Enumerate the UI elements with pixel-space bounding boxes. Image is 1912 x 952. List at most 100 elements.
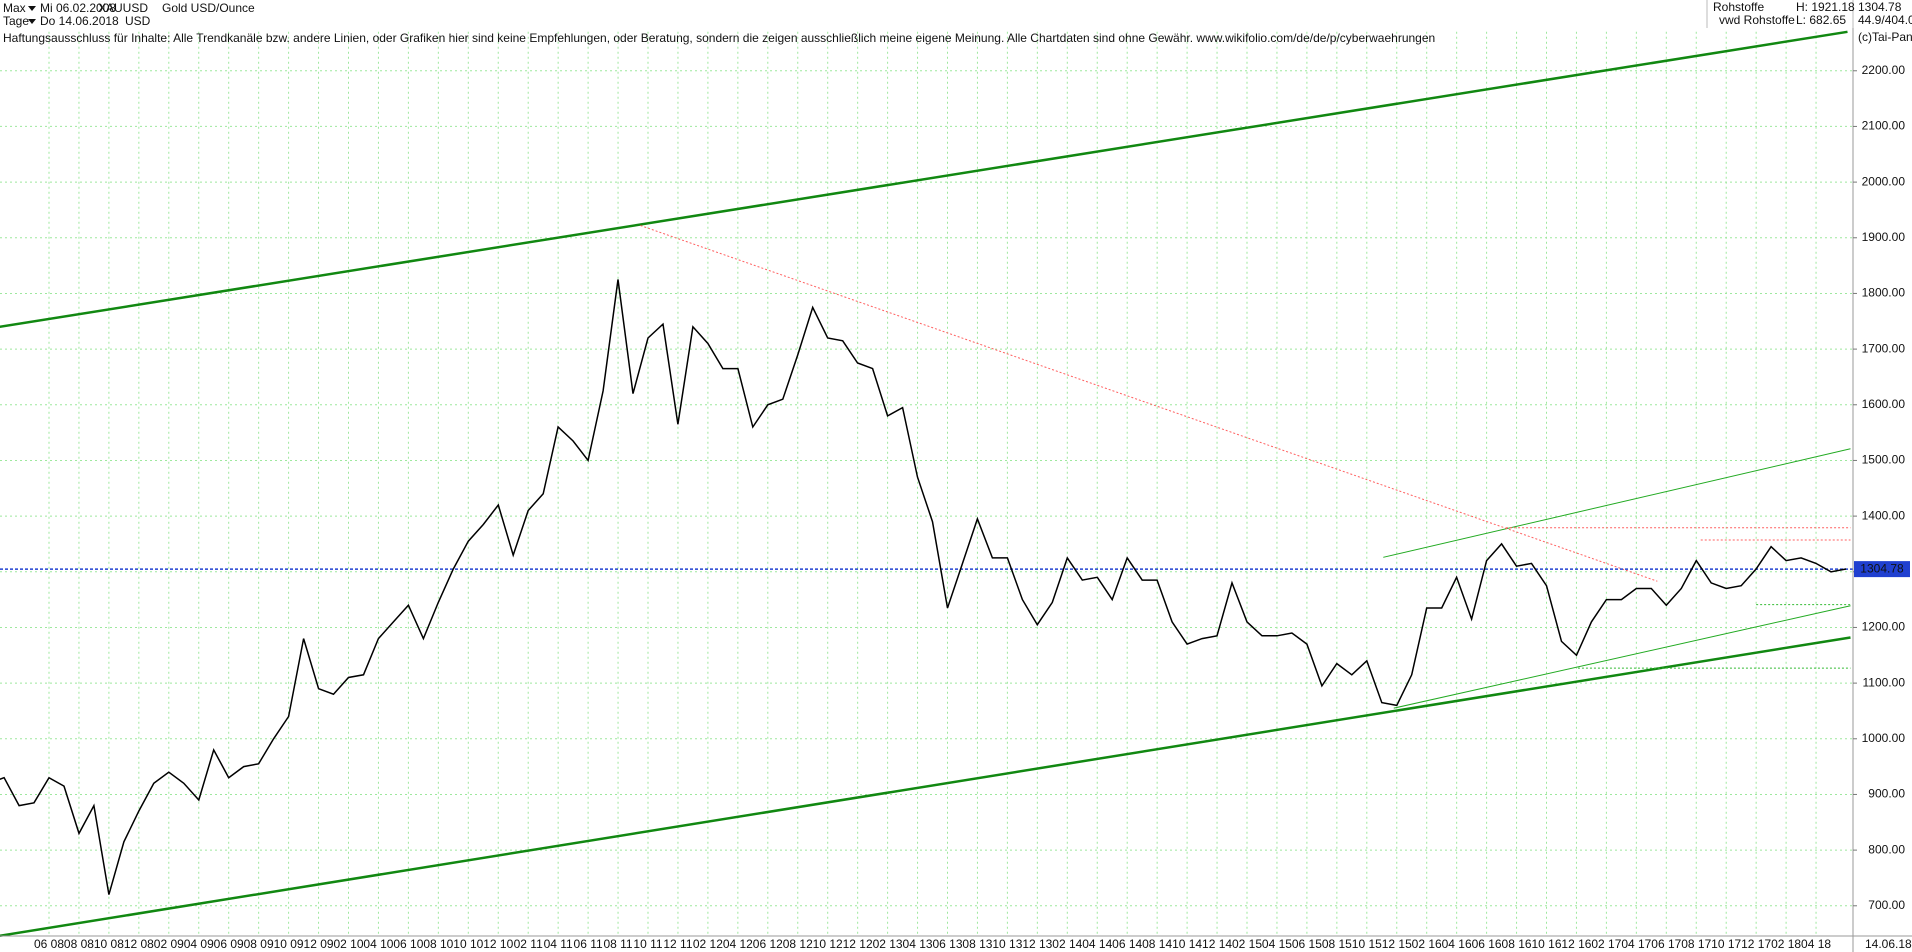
x-tick-label: 10 13	[992, 937, 1022, 951]
x-tick-label: 02 11	[514, 937, 543, 951]
x-tick-label: 02 09	[154, 937, 184, 951]
x-tick-label: 12 13	[1022, 937, 1052, 951]
price-line	[0, 279, 1847, 895]
x-tick-label: 08 12	[783, 937, 813, 951]
x-tick-label: 04 16	[1442, 937, 1472, 951]
x-tick-label: 08 16	[1502, 937, 1532, 951]
x-tick-label: 04 15	[1262, 937, 1292, 951]
x-tick-label: 02 16	[1412, 937, 1442, 951]
x-tick-label: 12 17	[1741, 937, 1771, 951]
y-tick-label: 800.00	[1868, 842, 1905, 856]
y-tick-label: 1500.00	[1862, 453, 1906, 467]
x-tick-label: 06 12	[753, 937, 783, 951]
x-tick-label: 10 09	[274, 937, 304, 951]
x-tick-label: 08 17	[1681, 937, 1711, 951]
instrument-name: Gold USD/Ounce	[162, 1, 255, 15]
x-tick-label: 04 18	[1801, 937, 1831, 951]
x-tick-label: 04 14	[1082, 937, 1112, 951]
x-tick-label: 08 15	[1322, 937, 1352, 951]
x-tick-label: 08 08	[64, 937, 94, 951]
x-tick-label: 08 14	[1142, 937, 1172, 951]
x-tick-label: 10 15	[1352, 937, 1382, 951]
ratio: 44.9/404.0	[1858, 13, 1912, 27]
y-tick-label: 900.00	[1868, 787, 1905, 801]
x-tick-label: 12 12	[843, 937, 873, 951]
x-tick-label: 02 17	[1591, 937, 1621, 951]
copyright: (c)Tai-Pan	[1858, 30, 1912, 44]
x-tick-label: 06 17	[1651, 937, 1681, 951]
last-price-label: 1304.78	[1860, 561, 1904, 575]
currency: USD	[125, 14, 151, 28]
y-tick-label: 1200.00	[1862, 620, 1906, 634]
trend-line	[1383, 448, 1851, 558]
x-tick-label: 12 15	[1382, 937, 1412, 951]
y-tick-label: 1400.00	[1862, 508, 1906, 522]
y-tick-label: 1600.00	[1862, 397, 1906, 411]
start-date: Mi 06.02.2008	[40, 1, 116, 15]
x-tick-label: 10 11	[633, 937, 662, 951]
y-tick-label: 1900.00	[1862, 230, 1906, 244]
period[interactable]: Tage	[3, 14, 29, 28]
x-tick-label: 02 12	[693, 937, 723, 951]
dropdown-icon[interactable]	[28, 19, 36, 24]
market: Rohstoffe	[1713, 0, 1764, 14]
y-tick-label: 2200.00	[1862, 63, 1906, 77]
x-tick-label: 04 13	[903, 937, 933, 951]
high: H: 1921.18	[1796, 0, 1855, 14]
trend-line	[1393, 605, 1851, 709]
end-date: Do 14.06.2018	[40, 14, 119, 28]
x-tick-label: 06 10	[393, 937, 423, 951]
low: L: 682.65	[1796, 13, 1846, 27]
x-tick-label: 10 08	[94, 937, 124, 951]
y-tick-label: 2100.00	[1862, 119, 1906, 133]
x-tick-label: 02 10	[333, 937, 363, 951]
x-tick-label: 12 08	[124, 937, 154, 951]
x-tick-label: 04 12	[723, 937, 753, 951]
grid	[0, 31, 1853, 937]
x-tick-label: 02 14	[1052, 937, 1082, 951]
x-tick-label: 02 18	[1771, 937, 1801, 951]
x-tick-label: 06 14	[1112, 937, 1142, 951]
plot	[0, 30, 1853, 938]
trend-line	[0, 30, 1848, 329]
x-tick-label: 10 17	[1711, 937, 1741, 951]
symbol: XAUUSD	[98, 1, 148, 15]
x-tick-label: 04 10	[363, 937, 393, 951]
trend-line	[640, 225, 1658, 582]
x-tick-label: 06 09	[214, 937, 244, 951]
dropdown-icon[interactable]	[28, 6, 36, 11]
trend-line	[0, 636, 1851, 938]
x-tick-label: 10 12	[813, 937, 843, 951]
x-tick-label: 08 09	[244, 937, 274, 951]
x-tick-label: 10 14	[1172, 937, 1202, 951]
x-tick-label: 10 16	[1531, 937, 1561, 951]
x-tick-label: 08 13	[962, 937, 992, 951]
y-tick-label: 1000.00	[1862, 731, 1906, 745]
last-price-box	[1854, 561, 1910, 578]
x-tick-label: 02 13	[873, 937, 903, 951]
x-tick-label: 06 13	[932, 937, 962, 951]
source: vwd Rohstoffe	[1719, 13, 1795, 27]
range[interactable]: Max	[3, 1, 26, 15]
x-tick-label: 04 09	[184, 937, 214, 951]
y-tick-label: 2000.00	[1862, 174, 1906, 188]
x-tick-label: 12 10	[483, 937, 513, 951]
x-tick-label: 04 17	[1621, 937, 1651, 951]
x-tick-label: 08 10	[423, 937, 453, 951]
x-tick-label: 08 11	[603, 937, 632, 951]
x-tick-label: 10 10	[453, 937, 483, 951]
x-tick-label: 12 16	[1561, 937, 1591, 951]
x-tick-label: 02 15	[1232, 937, 1262, 951]
end-date-label: 14.06.18	[1865, 937, 1912, 951]
x-tick-label: 12 09	[304, 937, 334, 951]
y-tick-label: 700.00	[1868, 898, 1905, 912]
last-price: 1304.78	[1858, 0, 1902, 14]
x-tick-label: 04 11	[544, 937, 573, 951]
x-tick-label: 06 15	[1292, 937, 1322, 951]
x-tick-label: 06 08	[34, 937, 64, 951]
x-tick-label: 12 11	[663, 937, 692, 951]
disclaimer: Haftungsausschluss für Inhalte: Alle Tre…	[3, 31, 1435, 45]
y-tick-label: 1800.00	[1862, 286, 1906, 300]
